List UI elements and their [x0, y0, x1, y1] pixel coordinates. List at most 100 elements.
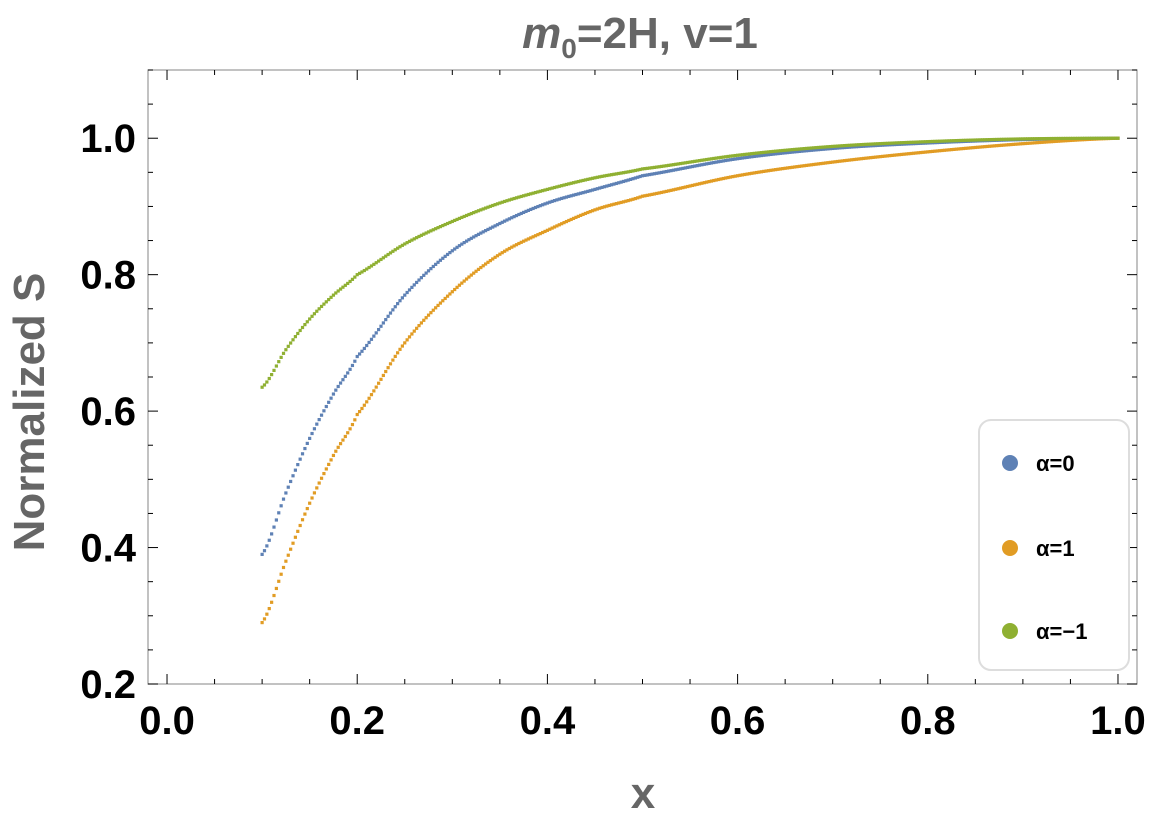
data-point	[495, 254, 500, 258]
data-point	[548, 200, 552, 204]
data-point	[973, 145, 977, 150]
data-point	[847, 145, 851, 149]
data-point	[474, 210, 478, 214]
data-point	[919, 140, 923, 144]
data-point	[305, 320, 309, 324]
data-point	[667, 169, 671, 173]
data-point	[816, 145, 821, 150]
data-point	[1047, 140, 1051, 144]
data-point	[883, 143, 887, 147]
data-point	[781, 148, 785, 153]
data-point	[557, 184, 561, 188]
data-point	[669, 163, 673, 167]
data-point	[861, 144, 866, 148]
data-point	[819, 161, 823, 166]
data-point	[755, 154, 759, 158]
data-point	[638, 195, 642, 199]
data-point	[308, 317, 312, 321]
data-point	[517, 241, 521, 246]
data-point	[904, 140, 908, 145]
data-point	[693, 159, 697, 163]
data-point	[422, 232, 426, 236]
data-point	[743, 156, 747, 160]
data-point	[640, 194, 645, 198]
data-point	[267, 376, 271, 381]
data-point	[983, 145, 987, 149]
data-point	[550, 186, 554, 190]
data-point	[621, 179, 626, 184]
data-point	[888, 143, 892, 147]
data-point	[842, 144, 847, 148]
data-point	[933, 149, 937, 153]
data-point	[517, 195, 521, 199]
data-point	[636, 175, 640, 179]
data-point	[598, 186, 602, 190]
data-point	[961, 138, 966, 142]
data-point	[315, 422, 319, 426]
data-point	[412, 329, 416, 333]
data-point	[1049, 140, 1054, 144]
data-point	[327, 297, 331, 302]
data-point	[279, 504, 283, 508]
data-point	[873, 155, 878, 159]
data-point	[645, 173, 649, 177]
data-point	[457, 244, 462, 248]
data-point	[709, 179, 714, 183]
data-point	[479, 208, 483, 212]
data-point	[876, 143, 880, 148]
data-point	[270, 600, 274, 604]
data-point	[415, 236, 419, 240]
data-point	[745, 155, 749, 159]
data-point	[842, 159, 847, 163]
data-point	[445, 252, 450, 257]
data-point	[776, 167, 780, 171]
data-point	[303, 512, 307, 516]
data-point	[869, 156, 873, 160]
data-point	[379, 257, 383, 262]
legend-box	[978, 419, 1130, 671]
data-point	[462, 279, 466, 283]
data-point	[985, 144, 989, 149]
data-point	[1071, 136, 1075, 140]
data-point	[1102, 136, 1106, 140]
data-point	[384, 318, 388, 322]
data-point	[512, 244, 516, 248]
data-series	[260, 136, 1120, 625]
data-point	[681, 161, 685, 165]
data-point	[607, 183, 611, 188]
data-point	[885, 154, 889, 158]
data-point	[826, 145, 830, 149]
data-point	[514, 213, 519, 218]
data-point	[1078, 136, 1082, 140]
data-point	[735, 174, 740, 178]
data-point	[1030, 137, 1034, 141]
data-point	[507, 246, 511, 251]
data-point	[517, 212, 521, 217]
data-point	[524, 209, 528, 213]
data-point	[795, 147, 799, 151]
data-point	[538, 204, 542, 208]
data-point	[686, 184, 690, 189]
data-point	[555, 198, 559, 202]
data-point	[740, 173, 744, 177]
data-point	[274, 586, 278, 591]
data-point	[959, 147, 963, 151]
data-point	[605, 184, 609, 188]
data-point	[847, 143, 851, 147]
data-point	[838, 146, 842, 150]
data-point	[945, 139, 949, 143]
data-point	[588, 189, 592, 193]
data-point	[757, 151, 761, 155]
data-point	[631, 169, 635, 173]
data-point	[674, 168, 678, 172]
data-point	[353, 418, 357, 422]
data-point	[272, 593, 276, 598]
data-point	[386, 366, 390, 370]
data-point	[733, 157, 737, 161]
data-point	[1007, 137, 1011, 141]
data-point	[410, 285, 414, 289]
data-point	[1014, 142, 1018, 146]
data-point	[548, 187, 552, 191]
data-point	[398, 299, 402, 303]
data-point	[724, 155, 728, 159]
